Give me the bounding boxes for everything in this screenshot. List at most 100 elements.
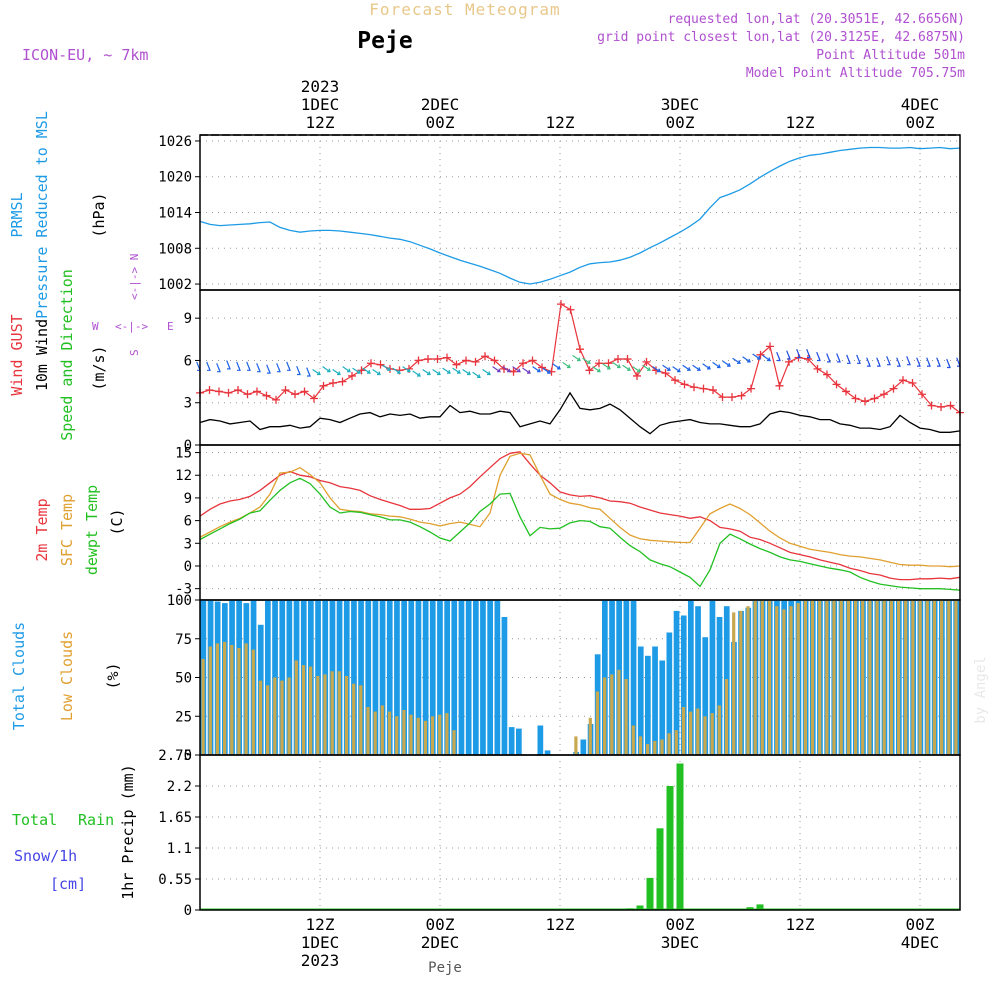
gust-marker bbox=[880, 390, 888, 399]
precip-panel: 0 0.55 1.1 1.65 2.2 2.75 bbox=[158, 748, 961, 919]
total-cloud-bar bbox=[702, 637, 709, 755]
low-cloud-bar bbox=[244, 643, 248, 755]
wind-barb bbox=[896, 357, 901, 367]
gust-marker bbox=[538, 363, 546, 372]
wind-barb bbox=[432, 369, 441, 376]
low-cloud-bar bbox=[323, 674, 327, 755]
gust-marker bbox=[519, 359, 527, 368]
total-cloud-bar bbox=[358, 600, 364, 755]
model-label: ICON-EU, ~ 7km bbox=[22, 46, 148, 64]
gust-marker bbox=[756, 350, 765, 359]
gust-marker bbox=[443, 353, 451, 362]
credit-watermark: by Angel bbox=[973, 656, 989, 723]
low-cloud-bar bbox=[717, 705, 721, 755]
total-cloud-bar bbox=[394, 600, 400, 755]
wind-barb bbox=[362, 367, 371, 374]
gust-marker bbox=[946, 401, 955, 410]
gust-marker bbox=[937, 402, 945, 411]
wind-barb bbox=[462, 369, 471, 376]
gust-marker bbox=[557, 300, 565, 309]
low-cloud-bar bbox=[667, 733, 671, 755]
gust-marker bbox=[633, 371, 641, 380]
total-clouds-label: Total Clouds bbox=[10, 622, 28, 730]
gust-marker bbox=[462, 356, 470, 365]
low-cloud-bar bbox=[660, 739, 664, 755]
bottom-time-label: 12Z bbox=[306, 915, 335, 934]
svg-text:<-|-> N: <-|-> N bbox=[128, 254, 141, 300]
temp2m-label: 2m Temp bbox=[33, 498, 51, 561]
low-cloud-bar bbox=[223, 641, 227, 755]
low-cloud-bar bbox=[681, 707, 686, 755]
low-cloud-bar bbox=[603, 677, 607, 755]
wind-barb bbox=[826, 353, 831, 363]
low-cloud-bar bbox=[301, 665, 306, 755]
wind-barb bbox=[712, 361, 721, 369]
gust-marker bbox=[699, 384, 708, 393]
wind-panel: 0 3 6 9 bbox=[184, 289, 964, 454]
low-cloud-bar bbox=[825, 600, 829, 755]
speed-dir-label: Speed and Direction bbox=[58, 269, 76, 441]
gust-marker bbox=[842, 387, 850, 396]
total-cloud-bar bbox=[508, 727, 515, 755]
low-cloud-bar bbox=[818, 600, 822, 755]
wind-barb bbox=[296, 365, 301, 376]
low-cloud-bar bbox=[796, 603, 800, 755]
low-cloud-bar bbox=[911, 600, 915, 755]
low-cloud-bar bbox=[215, 643, 219, 755]
total-cloud-bar bbox=[487, 600, 493, 755]
location-title: Peje bbox=[357, 28, 412, 54]
low-cloud-bar bbox=[201, 658, 205, 755]
gust-marker bbox=[690, 383, 698, 392]
gust-marker bbox=[680, 380, 689, 389]
wind-barb bbox=[276, 363, 281, 373]
low-cloud-bar bbox=[789, 606, 793, 755]
dewpt-label: dewpt Temp bbox=[83, 485, 101, 575]
bottom-time-label: 00Z bbox=[666, 915, 695, 934]
low-cloud-bar bbox=[846, 600, 850, 755]
wind-barb bbox=[492, 366, 501, 373]
gust-marker bbox=[566, 305, 575, 314]
low-cloud-bar bbox=[932, 600, 936, 755]
wind-barb bbox=[806, 348, 811, 359]
top-time-label: 4DEC bbox=[901, 95, 940, 114]
low-cloud-bar bbox=[595, 691, 599, 755]
low-cloud-bar bbox=[574, 736, 578, 755]
y-tick-label: 1008 bbox=[158, 241, 192, 257]
svg-text:<-|->: <-|-> bbox=[115, 320, 148, 333]
total-cloud-bar bbox=[680, 615, 687, 755]
wind-barb bbox=[866, 357, 871, 367]
y-tick-label: 2.2 bbox=[167, 779, 192, 795]
total-cloud-bar bbox=[645, 655, 651, 755]
y-tick-label: 0.55 bbox=[158, 872, 192, 888]
total-cloud-bar bbox=[688, 600, 694, 755]
precip-frame bbox=[199, 754, 961, 911]
low-cloud-bar bbox=[380, 705, 384, 755]
prmsl-label: PRMSL bbox=[8, 192, 26, 237]
gust-label: Wind GUST bbox=[8, 314, 26, 395]
top-time-label: 3DEC bbox=[661, 95, 700, 114]
bottom-time-label: 00Z bbox=[906, 915, 935, 934]
y-tick-label: 9 bbox=[184, 491, 192, 507]
gust-marker bbox=[642, 357, 651, 366]
gust-marker bbox=[861, 397, 869, 406]
wind-unit: (m/s) bbox=[90, 345, 108, 390]
gust-marker bbox=[737, 391, 746, 400]
wind-barb bbox=[236, 361, 241, 371]
pressure-panel: 1002 1008 1014 1020 1026 bbox=[158, 134, 961, 293]
wind-barb bbox=[592, 366, 601, 373]
wind-barb bbox=[846, 354, 851, 364]
gust-marker bbox=[804, 355, 812, 364]
pressure-msl-label: Pressure Reduced to MSL bbox=[33, 111, 51, 319]
low-cloud-bar bbox=[352, 683, 356, 755]
total-cloud-bar bbox=[473, 600, 479, 755]
low-cloud-bar bbox=[854, 600, 858, 755]
low-cloud-bar bbox=[638, 736, 643, 755]
low-cloud-bar bbox=[588, 717, 592, 755]
wind-barb bbox=[226, 360, 231, 370]
gust-marker bbox=[585, 366, 594, 375]
gust-marker bbox=[291, 390, 299, 399]
wind-labels: Wind GUST 10m Wind Speed and Direction (… bbox=[8, 254, 174, 441]
y-tick-label: 1026 bbox=[158, 134, 192, 150]
total-cloud-bar bbox=[580, 739, 587, 755]
